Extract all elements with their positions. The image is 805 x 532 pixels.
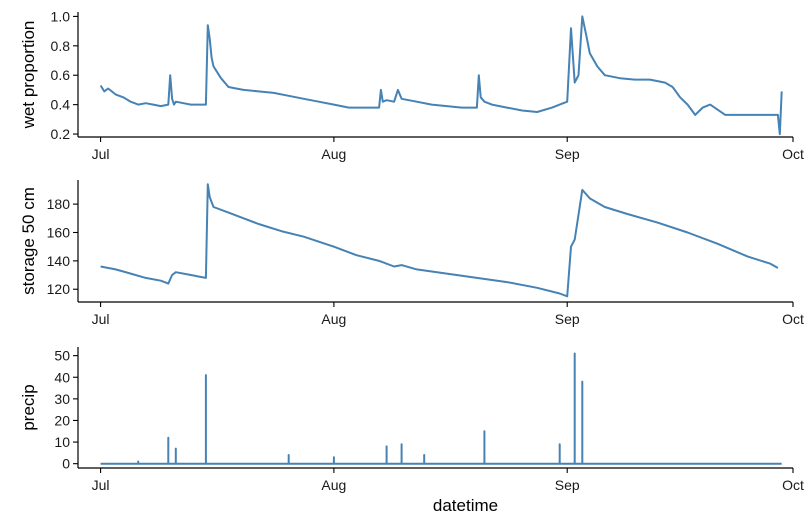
y-tick-label: 10	[54, 434, 70, 450]
y-tick-label: 180	[47, 196, 71, 212]
x-tick-label: Jul	[92, 477, 110, 493]
x-tick-label: Aug	[321, 311, 346, 327]
panel-1: 0.2 0.4 0.6 0.8 1.0 Jul Aug Sep Oct wet proportio…	[19, 8, 804, 162]
y-tick-label: 120	[47, 281, 71, 297]
x-tick-label: Oct	[782, 311, 804, 327]
y-tick-label: 40	[54, 369, 70, 385]
x-tick-label: Sep	[555, 477, 580, 493]
x-tick-label: Sep	[555, 311, 580, 327]
y-tick-label: 0	[62, 456, 70, 472]
series-line-1	[100, 352, 782, 465]
y-tick-label: 20	[54, 412, 70, 428]
y-tick-label: 50	[54, 348, 70, 364]
x-tick-label: Jul	[92, 311, 110, 327]
x-tick-label: Aug	[321, 477, 346, 493]
x-tick-label: Oct	[782, 477, 804, 493]
y-tick-label: 140	[47, 253, 71, 269]
x-tick-label: Sep	[555, 146, 580, 162]
y-tick-label: 0.8	[51, 38, 71, 54]
x-tick-label: Aug	[321, 146, 346, 162]
panel-3: 0 10 20 30 40 50 Jul Aug Sep Oct precip datetime	[19, 347, 804, 515]
panel-2: 120 140 160 180 Jul Aug Sep Oct storage 50 cm	[19, 180, 804, 327]
y-axis-title: precip	[19, 384, 38, 430]
y-tick-label: 1.0	[51, 8, 71, 24]
y-tick-label: 160	[47, 224, 71, 240]
series-line-1	[100, 183, 779, 298]
y-axis-title: storage 50 cm	[19, 187, 38, 295]
y-tick-label: 0.2	[51, 126, 71, 142]
x-tick-label: Oct	[782, 146, 804, 162]
series-line-1	[99, 15, 783, 136]
y-axis-title: wet proportion	[19, 21, 38, 130]
y-tick-label: 30	[54, 391, 70, 407]
x-tick-label: Jul	[92, 146, 110, 162]
y-tick-label: 0.6	[51, 67, 71, 83]
y-tick-label: 0.4	[51, 97, 71, 113]
x-axis-title: datetime	[433, 496, 498, 515]
